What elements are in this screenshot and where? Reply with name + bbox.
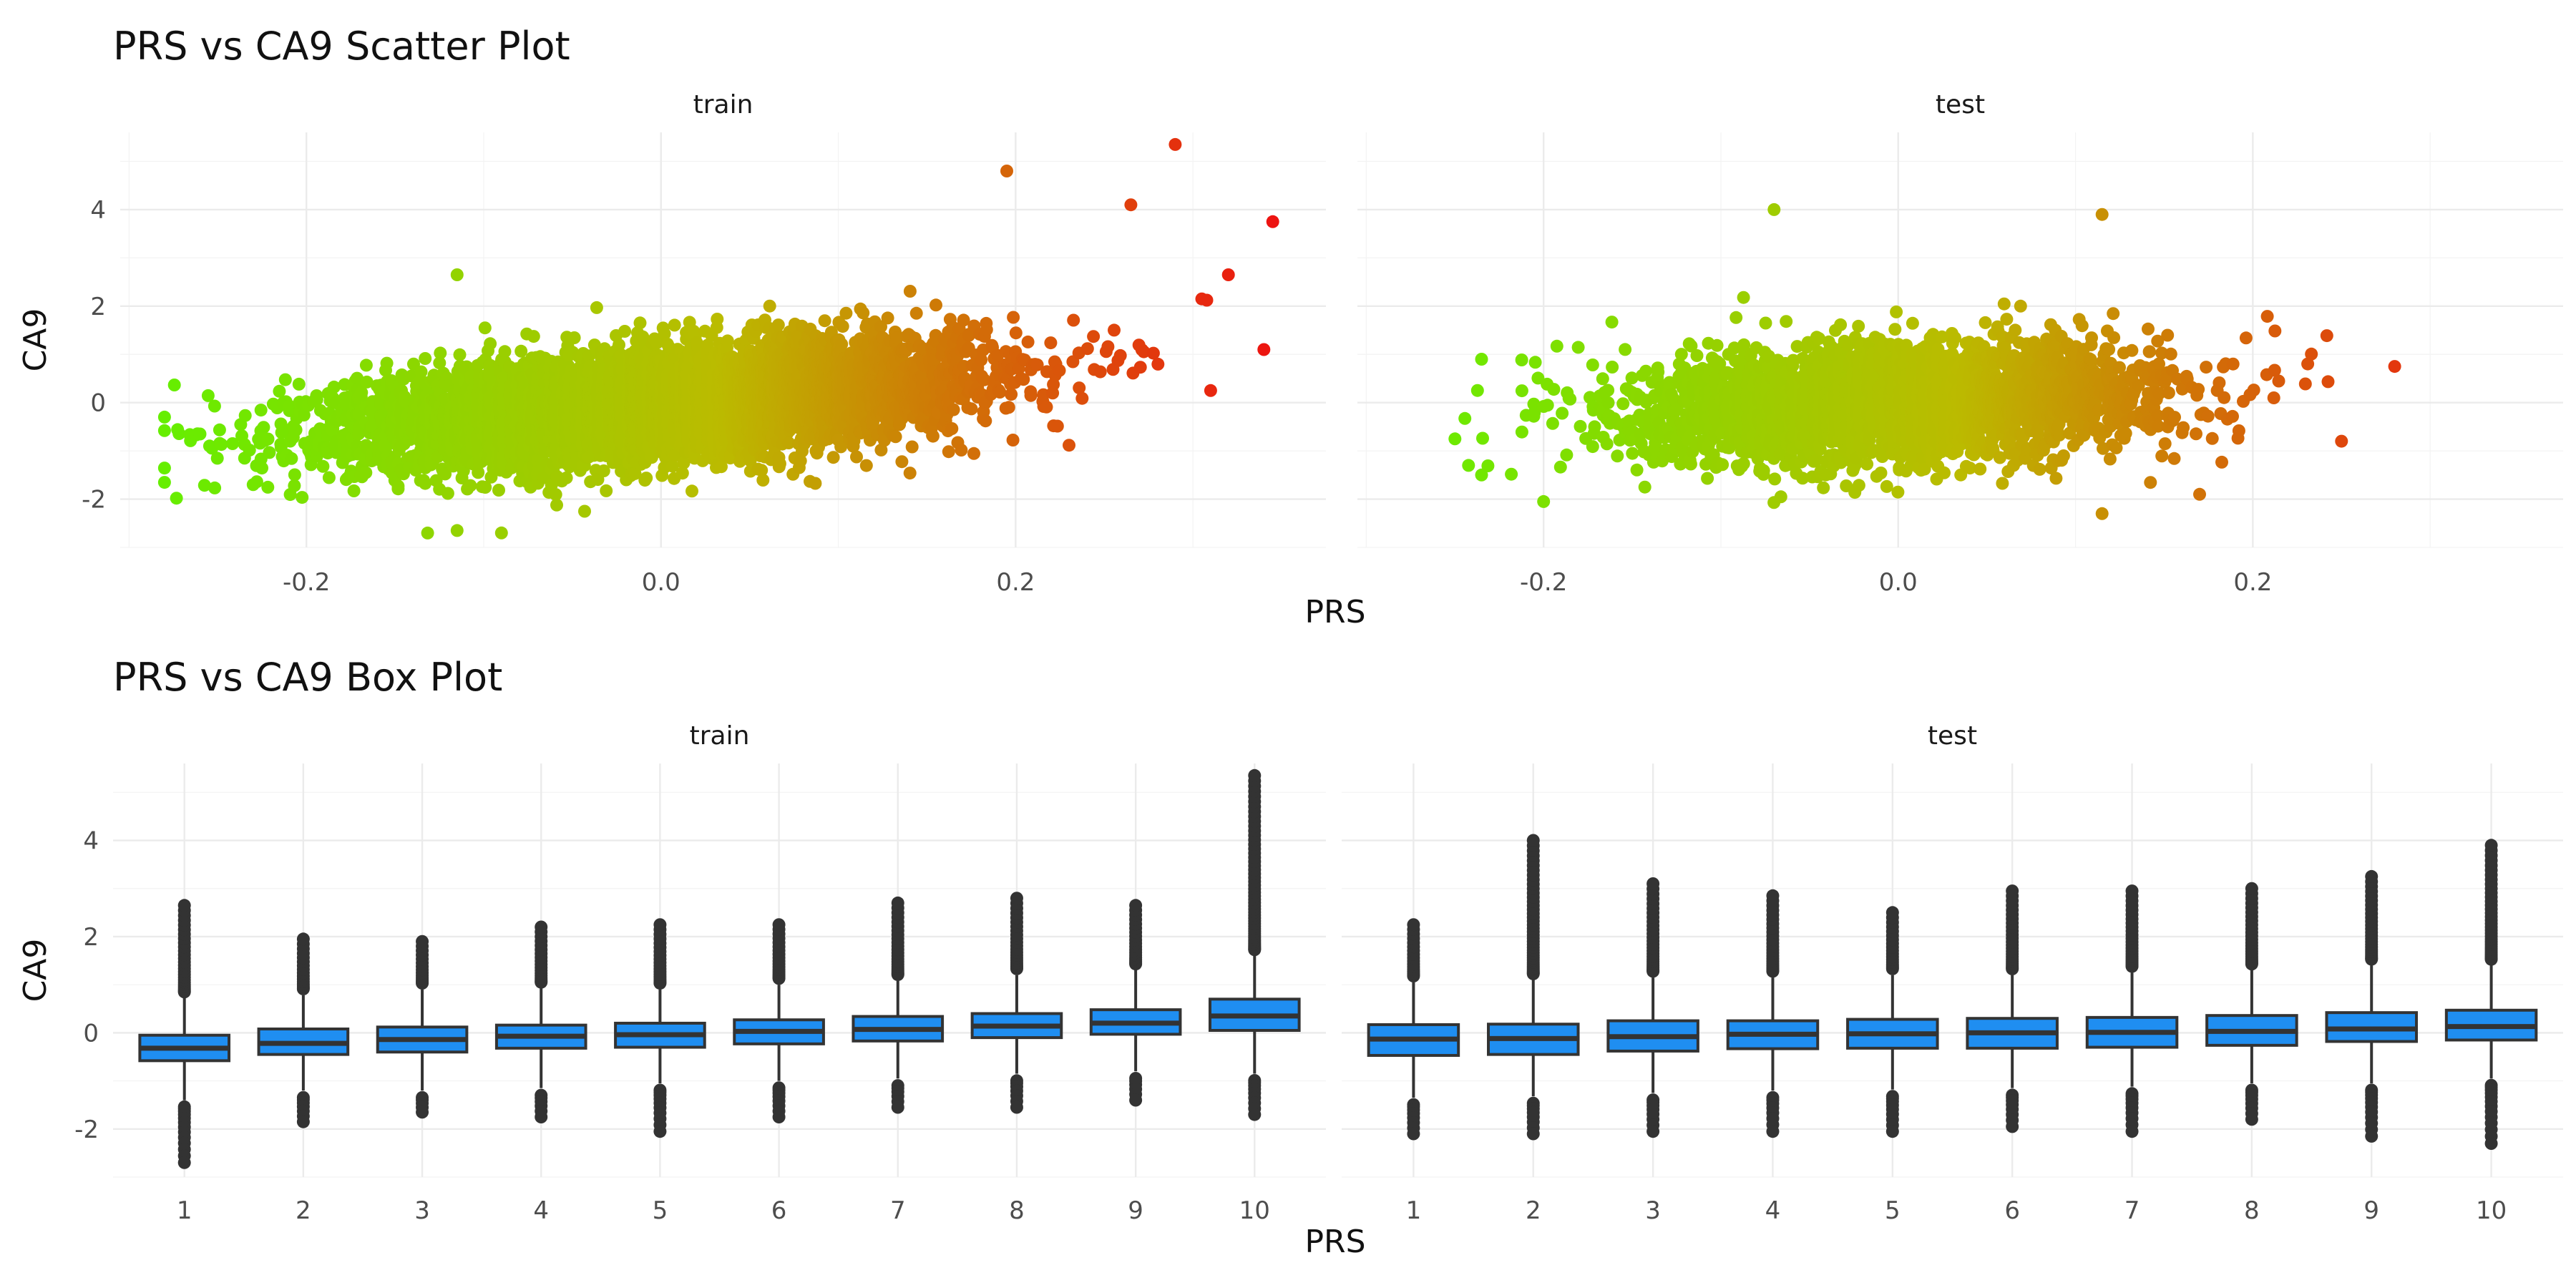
scatter-point [686, 484, 698, 498]
scatter-point [450, 268, 464, 281]
scatter-point [215, 438, 228, 452]
scatter-point [347, 484, 361, 497]
scatter-point [550, 498, 563, 512]
x-tick-label: -0.2 [283, 568, 330, 597]
scatter-point [380, 356, 394, 370]
scatter-point [441, 487, 454, 500]
scatter-point [261, 432, 275, 446]
scatter-point [157, 462, 171, 475]
scatter-point [210, 452, 224, 465]
scatter-point [355, 386, 369, 399]
scatter-point [478, 321, 492, 335]
scatter-point [296, 491, 309, 504]
scatter-point [453, 348, 467, 361]
scatter-point [391, 479, 405, 493]
scatter-point [419, 477, 432, 490]
scatter-point [590, 301, 603, 314]
scatter-point [464, 479, 477, 492]
scatter-point [479, 481, 492, 494]
scatter-point [254, 404, 268, 417]
x-tick-label: 0.0 [642, 568, 680, 597]
scatter-point [257, 421, 270, 434]
scatter-point [167, 379, 181, 391]
scatter-point [288, 479, 301, 492]
scatter-point [668, 318, 681, 332]
scatter-point [278, 373, 292, 386]
scatter-point [297, 409, 311, 422]
scatter-point [414, 365, 428, 379]
scatter-point [527, 330, 540, 343]
scatter-point [419, 352, 432, 365]
scatter-point [243, 444, 256, 457]
scatter-point [756, 474, 770, 487]
scatter-point [289, 423, 303, 436]
scatter-point [193, 427, 207, 441]
scatter-point [208, 399, 221, 413]
scatter-point [285, 452, 298, 465]
facet-label-train: train [693, 90, 753, 119]
scatter-point [494, 526, 508, 540]
scatter-point [273, 384, 286, 398]
scatter-point [600, 484, 613, 497]
scatter-point [263, 446, 276, 459]
scatter-point [213, 423, 226, 436]
scatter-point [359, 466, 373, 479]
scatter-point [711, 313, 724, 326]
scatter-point [492, 484, 505, 497]
scatter-point [484, 337, 497, 351]
scatter-point [439, 467, 452, 481]
scatter-point [316, 459, 330, 473]
scatter-point [197, 479, 211, 492]
scatter-point [238, 409, 252, 422]
scatter-title: PRS vs CA9 Scatter Plot [113, 24, 570, 69]
scatter-point [288, 468, 301, 482]
scatter-point [170, 492, 183, 505]
scatter-point [292, 377, 306, 391]
scatter-point [560, 471, 573, 484]
scatter-point [226, 437, 239, 450]
scatter-point [250, 475, 263, 489]
scatter-point [157, 410, 171, 424]
scatter-point [721, 334, 734, 348]
scatter-point [310, 393, 323, 406]
scatter-point [633, 316, 647, 330]
scatter-point [157, 476, 171, 489]
scatter-point [421, 526, 434, 540]
scatter-point [322, 471, 336, 484]
scatter-point [157, 424, 171, 437]
scatter-point [351, 371, 364, 385]
scatter-point [433, 356, 447, 370]
scatter-point [360, 375, 374, 389]
box-title: PRS vs CA9 Box Plot [113, 655, 502, 700]
scatter-point [498, 345, 512, 358]
scatter-point [201, 389, 215, 402]
scatter-point [618, 325, 632, 338]
x-tick-label: 0.2 [996, 568, 1035, 597]
scatter-point [172, 427, 186, 440]
scatter-panel-train: train -0.2 0.0 0.2 [120, 90, 1326, 597]
scatter-point [208, 481, 222, 494]
scatter-point [327, 380, 341, 394]
scatter-point [450, 524, 464, 537]
scatter-point [359, 358, 373, 372]
scatter-point [261, 480, 275, 494]
scatter-point [578, 504, 591, 518]
scatter-point [514, 344, 528, 358]
scatter-point [472, 466, 485, 479]
scatter-point [640, 472, 653, 485]
scatter-point [255, 462, 268, 475]
scatter-point [567, 331, 581, 344]
scatter-point [434, 346, 447, 360]
